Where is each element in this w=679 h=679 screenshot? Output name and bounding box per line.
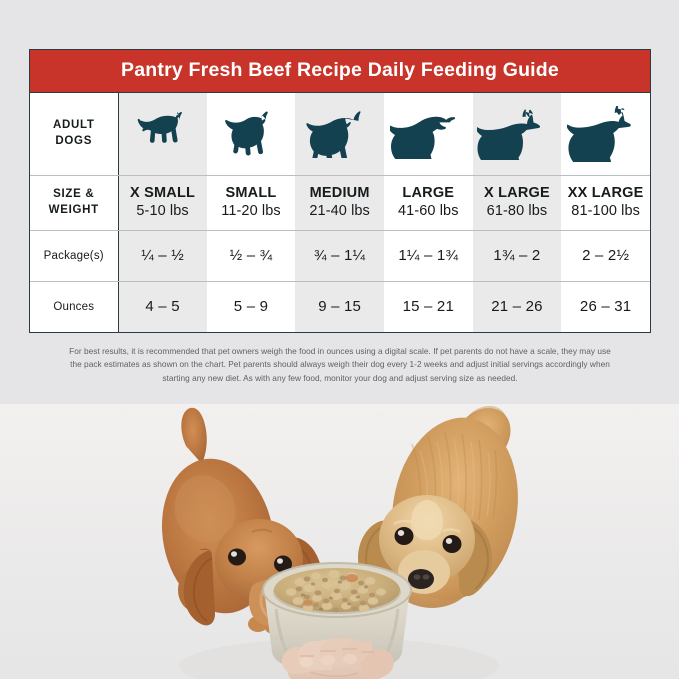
packages-value-x-small: ¼ – ½ (141, 247, 184, 264)
size-name-large: LARGE (402, 185, 455, 202)
packages-value-medium: ¾ – 1¼ (314, 247, 366, 264)
packages-value-large: 1¼ – 1¾ (398, 247, 459, 264)
ounces-label: Ounces (53, 300, 95, 313)
table-row-ounces: Ounces 4 – 5 5 – 9 9 – 15 15 – 21 21 – 2… (30, 281, 650, 332)
cell-icon-small (206, 93, 296, 176)
row-label-ounces: Ounces (30, 281, 119, 332)
size-name-xx-large: XX LARGE (567, 185, 644, 202)
packages-value-x-large: 1¾ – 2 (493, 247, 541, 264)
size-name-x-small: X SMALL (130, 185, 196, 202)
cell-size-small: SMALL 11-20 lbs (206, 175, 296, 231)
table-row-size-weight: SIZE & WEIGHT X SMALL 5-10 lbs SMALL 11-… (30, 175, 650, 231)
cell-packages-x-small: ¼ – ½ (118, 230, 207, 282)
size-weight-x-large: 61-80 lbs (486, 203, 548, 220)
table-row-packages: Package(s) ¼ – ½ ½ – ¾ ¾ – 1¼ 1¼ – 1¾ 1¾… (30, 230, 650, 282)
dog-chihuahua-icon (121, 111, 205, 156)
cell-ounces-small: 5 – 9 (206, 281, 296, 332)
cell-packages-large: 1¼ – 1¾ (383, 230, 473, 282)
cell-icon-x-small (118, 93, 207, 176)
size-weight-x-small: 5-10 lbs (136, 203, 189, 220)
size-weight-label-line1: SIZE & (53, 187, 95, 200)
cell-packages-xx-large: 2 – 2½ (561, 230, 650, 282)
size-weight-medium: 21-40 lbs (309, 203, 370, 220)
size-name-small: SMALL (225, 185, 277, 202)
cell-icon-x-large (472, 93, 562, 176)
dog-terrier-icon (297, 110, 382, 158)
size-weight-xx-large: 81-100 lbs (571, 203, 640, 220)
cell-size-x-small: X SMALL 5-10 lbs (118, 175, 207, 231)
packages-value-xx-large: 2 – 2½ (582, 247, 630, 264)
kibble-texture (285, 569, 386, 613)
cell-size-xx-large: XX LARGE 81-100 lbs (561, 175, 650, 231)
row-label-adult-dogs: ADULT DOGS (30, 93, 119, 176)
row-label-size-weight: SIZE & WEIGHT (30, 175, 119, 231)
cell-packages-small: ½ – ¾ (206, 230, 296, 282)
cell-ounces-large: 15 – 21 (383, 281, 473, 332)
cell-packages-x-large: 1¾ – 2 (472, 230, 562, 282)
cell-ounces-x-large: 21 – 26 (472, 281, 562, 332)
cell-icon-medium (295, 93, 384, 176)
dog-labrador-icon (386, 109, 471, 159)
cell-icon-xx-large (561, 93, 650, 176)
food-bowl (262, 562, 412, 668)
cell-packages-medium: ¾ – 1¼ (295, 230, 384, 282)
cell-size-large: LARGE 41-60 lbs (383, 175, 473, 231)
feeding-guide-card: Pantry Fresh Beef Recipe Daily Feeding G… (29, 49, 651, 333)
table-row-adult-dogs: ADULT DOGS (30, 93, 650, 176)
packages-label: Package(s) (43, 249, 104, 262)
adult-dogs-label-line1: ADULT (52, 119, 95, 132)
row-label-packages: Package(s) (30, 230, 119, 282)
cell-ounces-x-small: 4 – 5 (118, 281, 207, 332)
dog-great-dane-icon (563, 105, 648, 162)
feeding-guide-table: ADULT DOGS (30, 93, 650, 332)
cell-icon-large (383, 93, 473, 176)
product-lifestyle-photo (0, 404, 679, 679)
human-hand (281, 638, 394, 679)
dog-french-bulldog-icon (209, 111, 294, 157)
guide-title: Pantry Fresh Beef Recipe Daily Feeding G… (30, 50, 650, 93)
adult-dogs-label-line2: DOGS (55, 134, 93, 147)
size-weight-large: 41-60 lbs (398, 203, 459, 220)
size-weight-small: 11-20 lbs (221, 203, 281, 220)
size-name-medium: MEDIUM (309, 185, 370, 202)
cell-ounces-xx-large: 26 – 31 (561, 281, 650, 332)
feeding-guide-footnote: For best results, it is recommended that… (69, 346, 611, 383)
cell-size-medium: MEDIUM 21-40 lbs (295, 175, 384, 231)
cell-ounces-medium: 9 – 15 (295, 281, 384, 332)
dog-shepherd-icon (475, 108, 560, 160)
size-name-x-large: X LARGE (484, 185, 550, 202)
dachshund-long-haired-cream (358, 406, 518, 608)
cell-size-x-large: X LARGE 61-80 lbs (472, 175, 562, 231)
size-weight-label-line2: WEIGHT (48, 203, 99, 216)
packages-value-small: ½ – ¾ (229, 247, 273, 264)
